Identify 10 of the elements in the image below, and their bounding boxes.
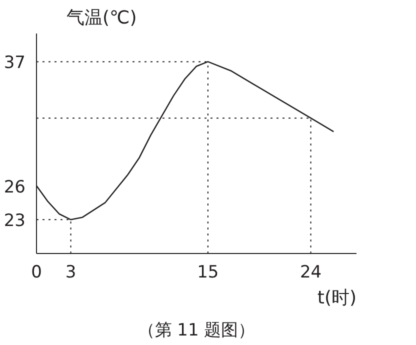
y-tick-label: 26 <box>4 177 26 198</box>
x-tick-label: 24 <box>300 262 322 282</box>
x-tick-label: 15 <box>197 262 219 282</box>
text: （第 11 题图） <box>138 320 256 340</box>
y-axis-title: 气温(℃) <box>66 8 137 28</box>
x-tick-label: 0 <box>31 262 42 282</box>
y-tick-label: 23 <box>4 211 26 232</box>
y-tick-label: 37 <box>4 53 26 74</box>
x-axis-title: t(时) <box>317 288 357 308</box>
x-tick-label: 3 <box>65 262 76 282</box>
